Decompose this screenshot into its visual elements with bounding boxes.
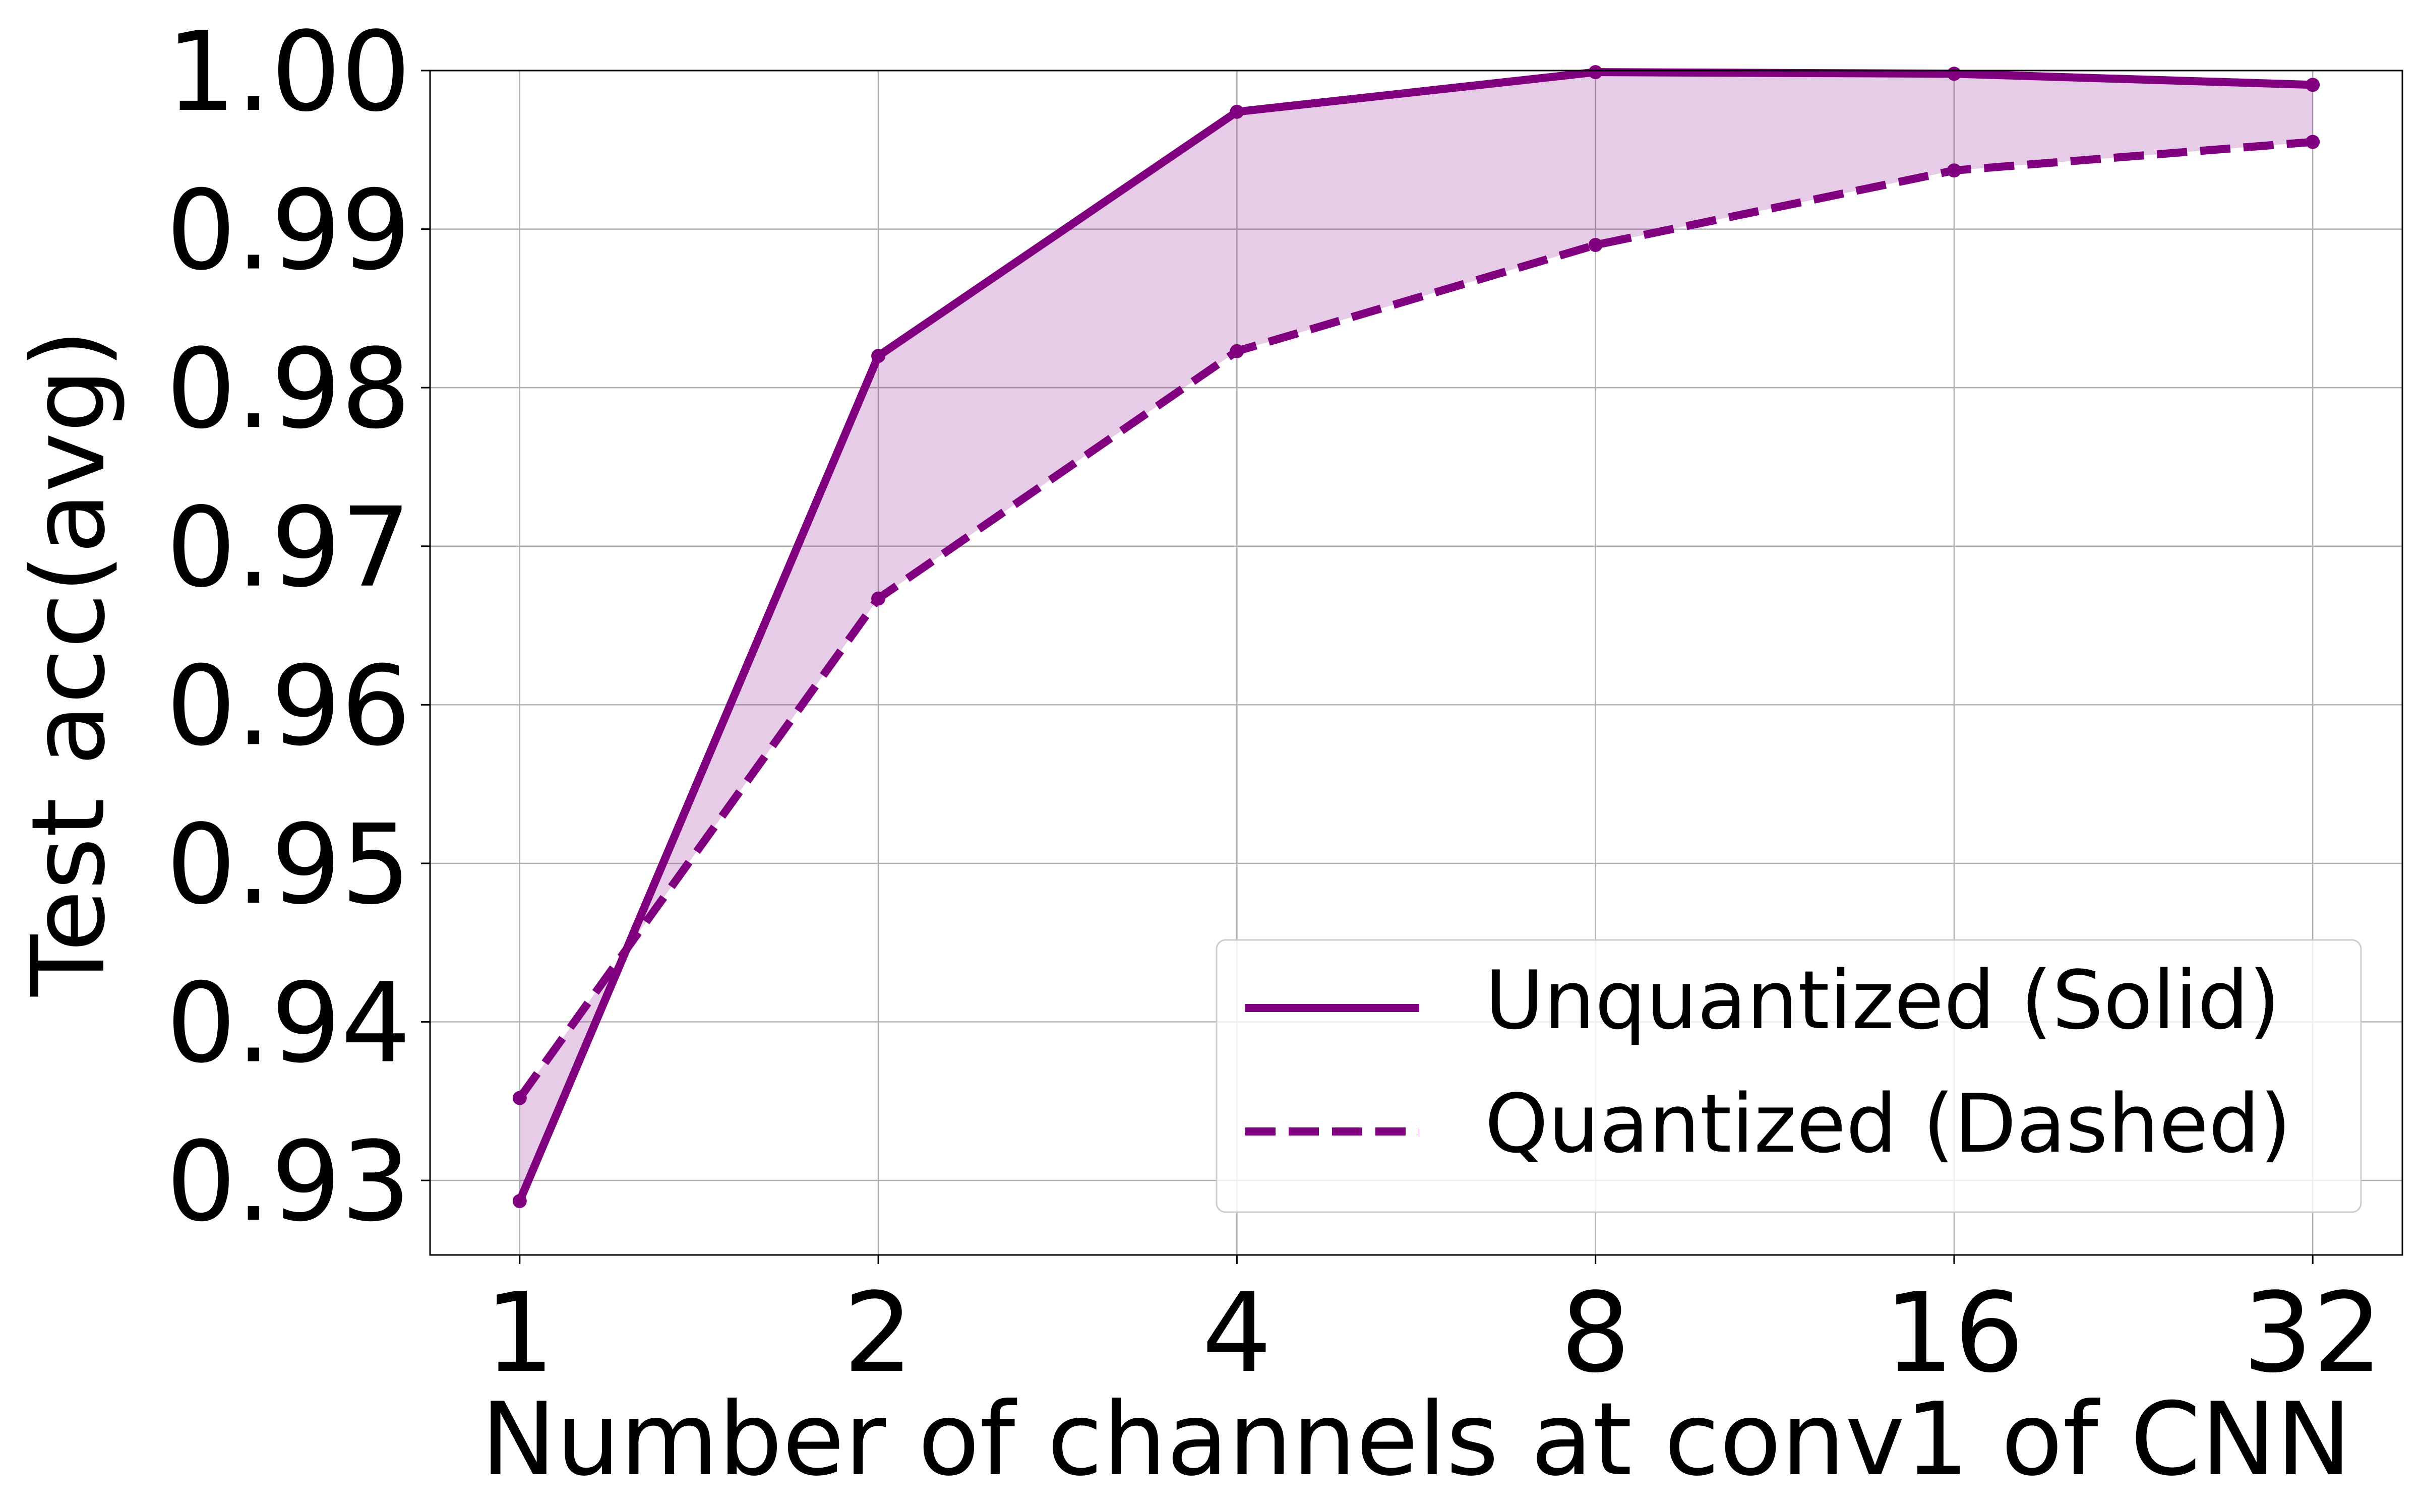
data-point (512, 1194, 527, 1209)
data-point (1588, 65, 1603, 80)
y-tick-label: 0.94 (166, 960, 411, 1088)
series-line-unquantized (516, 68, 2313, 1203)
y-tick-label: 0.96 (166, 643, 411, 770)
x-tick-label: 2 (843, 1270, 914, 1397)
x-axis-ticks: 1 2 4 8 16 32 (485, 1255, 2383, 1397)
y-tick-label: 0.97 (166, 484, 411, 612)
data-point (1588, 238, 1603, 253)
data-point (1947, 67, 1961, 81)
x-tick-label: 16 (1884, 1270, 2024, 1397)
x-tick-label: 8 (1560, 1270, 1630, 1397)
data-point (871, 349, 886, 363)
data-point (871, 591, 886, 606)
x-tick-label: 1 (485, 1270, 555, 1397)
y-tick-label: 0.93 (166, 1118, 411, 1246)
legend-label-quantized: Quantized (Dashed) (1485, 1077, 2291, 1171)
x-tick-label: 4 (1202, 1270, 1272, 1397)
data-point (512, 1091, 527, 1105)
y-tick-label: 0.95 (166, 801, 411, 929)
y-tick-label: 0.99 (166, 167, 411, 295)
data-point (1230, 344, 1244, 358)
x-axis-title: Number of channels at conv1 of CNN (481, 1381, 2352, 1498)
legend-box (1216, 939, 2362, 1213)
legend-label-unquantized: Unquantized (Solid) (1485, 953, 2280, 1047)
series-line-quantized (516, 138, 2313, 1101)
y-tick-label: 1.00 (166, 9, 411, 136)
y-tick-label: 0.98 (166, 326, 411, 453)
fill-between-band (519, 72, 2313, 1201)
data-point (1947, 163, 1961, 178)
plot-area-frame (429, 70, 2403, 1256)
data-point (2306, 78, 2320, 92)
data-point (2306, 135, 2320, 149)
data-point (1230, 104, 1244, 119)
y-axis-title: Test acc(avg) (10, 329, 128, 997)
fill-between-area (519, 72, 2313, 1201)
y-axis-ticks: 0.93 0.94 0.95 0.96 0.97 0.98 0.99 1.00 (166, 9, 430, 1246)
legend: Unquantized (Solid) Quantized (Dashed) (1216, 939, 2362, 1213)
x-tick-label: 32 (2243, 1270, 2382, 1397)
